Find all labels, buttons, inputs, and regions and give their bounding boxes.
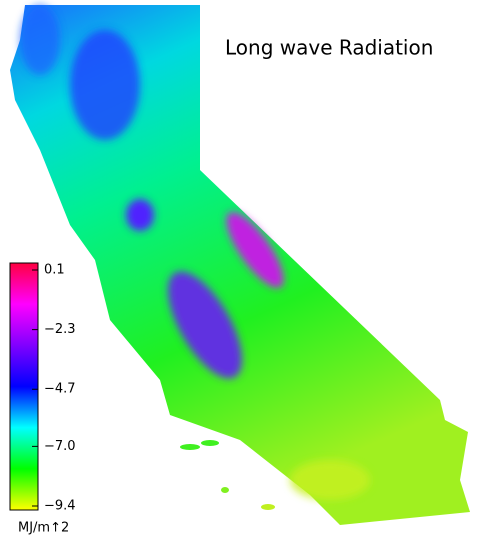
yellow-region: [290, 460, 370, 500]
state-shape: [10, 5, 470, 525]
island: [180, 444, 200, 450]
colorbar-label: −4.7: [44, 382, 76, 397]
colorbar-label: −9.4: [44, 499, 76, 514]
valley-region: [126, 199, 154, 231]
island: [201, 440, 219, 446]
colorbar-unit: MJ/m↑2: [18, 521, 69, 536]
blue-region: [70, 30, 140, 140]
island: [221, 487, 229, 493]
island: [261, 504, 275, 510]
blue-region: [20, 5, 60, 75]
map-title: Long wave Radiation: [225, 36, 433, 60]
colorbar-label: 0.1: [44, 263, 65, 278]
colorbar-label: −7.0: [44, 439, 76, 454]
colorbar-label: −2.3: [44, 322, 76, 337]
mountain-region: [226, 212, 284, 288]
colorbar: [9, 262, 39, 511]
valley-region: [168, 271, 242, 379]
california: [10, 5, 470, 525]
